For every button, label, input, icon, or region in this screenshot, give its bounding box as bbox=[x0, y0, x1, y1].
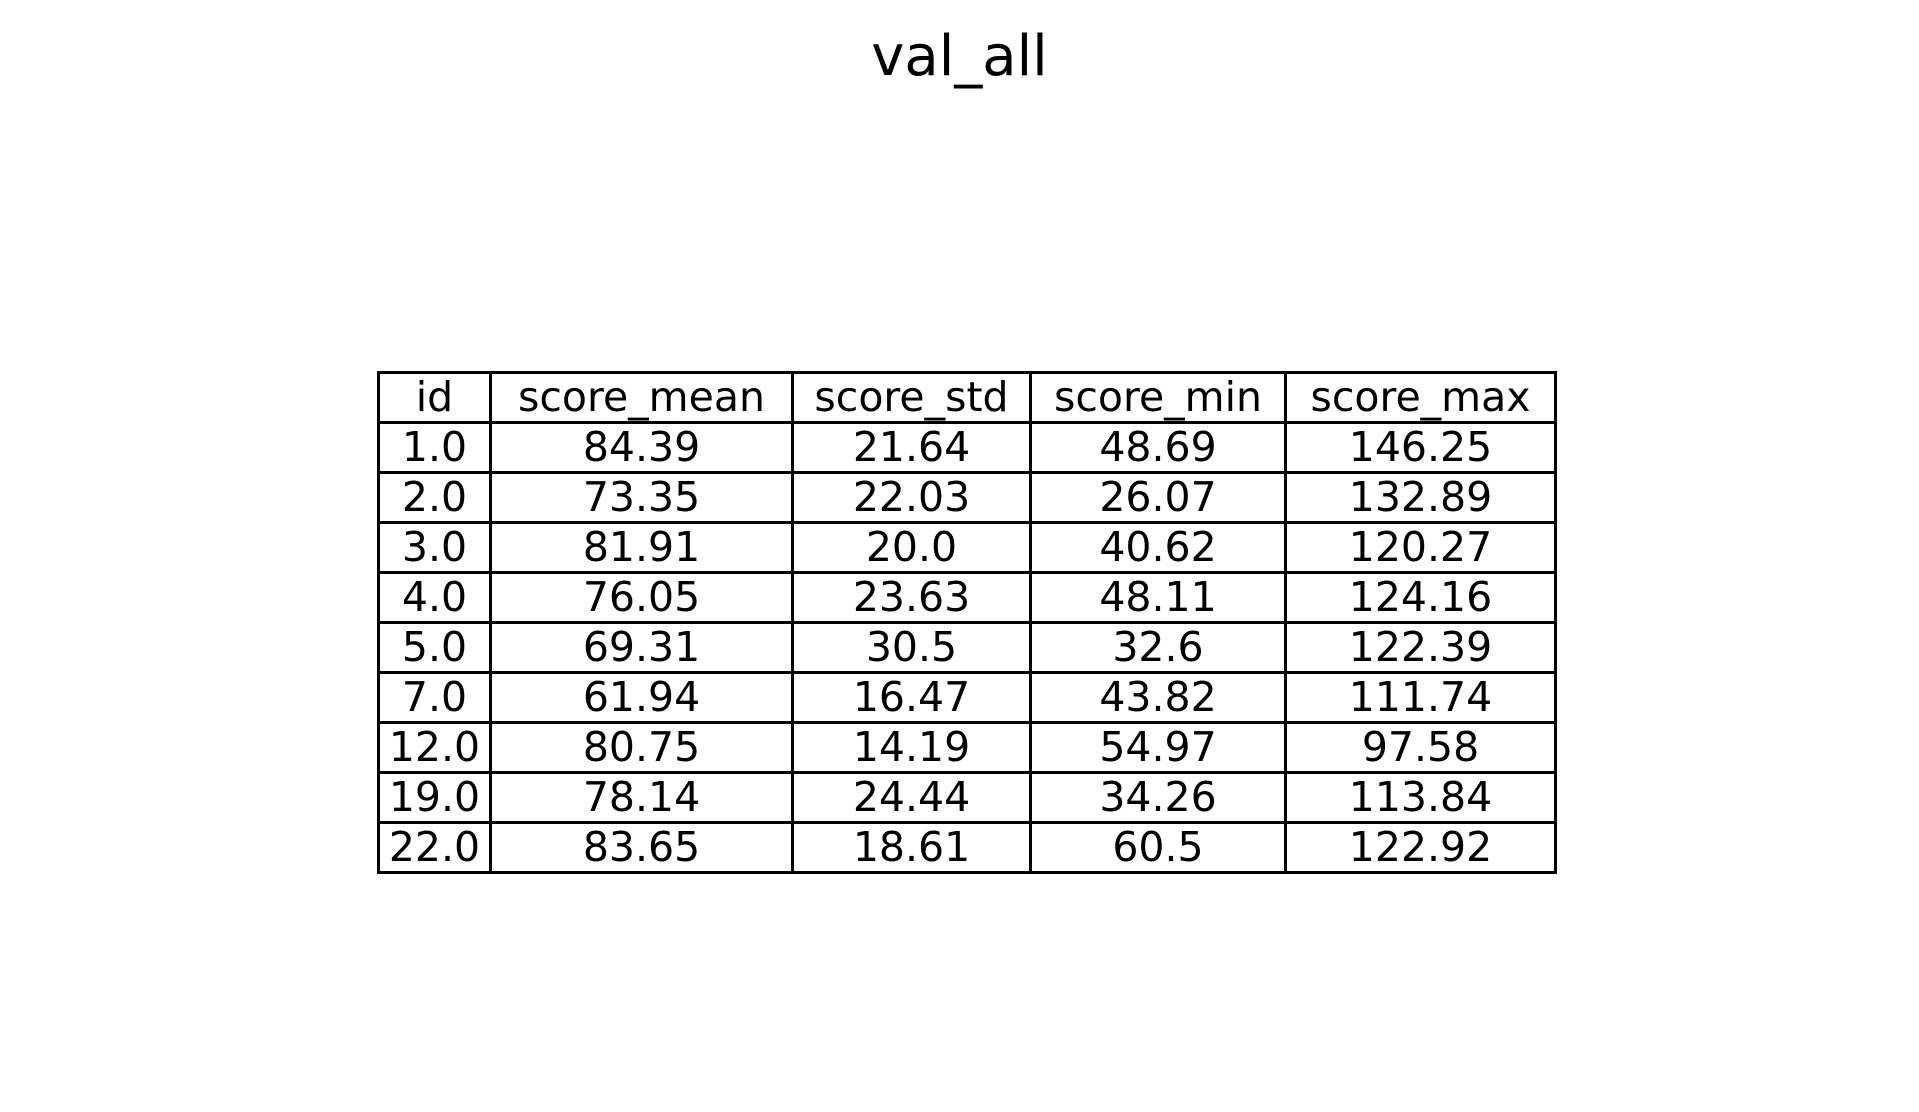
table-cell-id: 7.0 bbox=[377, 671, 492, 724]
table-cell-id: 12.0 bbox=[377, 721, 492, 774]
header-row: id score_mean score_std score_min score_max bbox=[377, 371, 1557, 424]
table-cell-id: 1.0 bbox=[377, 421, 492, 474]
table-cell-score-min: 26.07 bbox=[1029, 471, 1287, 524]
table-cell-score-std: 18.61 bbox=[791, 821, 1032, 874]
chart-title: val_all bbox=[871, 24, 1048, 89]
table-row: 22.0 83.65 18.61 60.5 122.92 bbox=[377, 821, 1557, 874]
column-header-score-max: score_max bbox=[1284, 371, 1557, 424]
table-cell-id: 3.0 bbox=[377, 521, 492, 574]
table-cell-score-std: 16.47 bbox=[791, 671, 1032, 724]
table-cell-id: 22.0 bbox=[377, 821, 492, 874]
table-cell-score-min: 34.26 bbox=[1029, 771, 1287, 824]
table-cell-id: 4.0 bbox=[377, 571, 492, 624]
table-row: 19.0 78.14 24.44 34.26 113.84 bbox=[377, 771, 1557, 824]
table-cell-score-std: 24.44 bbox=[791, 771, 1032, 824]
table-cell-score-max: 120.27 bbox=[1284, 521, 1557, 574]
table-cell-score-min: 54.97 bbox=[1029, 721, 1287, 774]
table-cell-score-mean: 83.65 bbox=[489, 821, 794, 874]
column-header-score-min: score_min bbox=[1029, 371, 1287, 424]
table-cell-id: 5.0 bbox=[377, 621, 492, 674]
table-cell-score-std: 14.19 bbox=[791, 721, 1032, 774]
table-cell-score-max: 122.92 bbox=[1284, 821, 1557, 874]
table-cell-score-std: 23.63 bbox=[791, 571, 1032, 624]
table-cell-score-std: 21.64 bbox=[791, 421, 1032, 474]
table-cell-score-max: 122.39 bbox=[1284, 621, 1557, 674]
table-cell-score-mean: 78.14 bbox=[489, 771, 794, 824]
table-cell-score-max: 113.84 bbox=[1284, 771, 1557, 824]
table-cell-score-mean: 61.94 bbox=[489, 671, 794, 724]
table-cell-score-min: 60.5 bbox=[1029, 821, 1287, 874]
table-row: 4.0 76.05 23.63 48.11 124.16 bbox=[377, 571, 1557, 624]
table-cell-id: 2.0 bbox=[377, 471, 492, 524]
table-row: 3.0 81.91 20.0 40.62 120.27 bbox=[377, 521, 1557, 574]
column-header-score-std: score_std bbox=[791, 371, 1032, 424]
table-row: 1.0 84.39 21.64 48.69 146.25 bbox=[377, 421, 1557, 474]
table-cell-score-std: 20.0 bbox=[791, 521, 1032, 574]
table-row: 2.0 73.35 22.03 26.07 132.89 bbox=[377, 471, 1557, 524]
table-row: 7.0 61.94 16.47 43.82 111.74 bbox=[377, 671, 1557, 724]
table-cell-score-mean: 84.39 bbox=[489, 421, 794, 474]
table-cell-score-mean: 69.31 bbox=[489, 621, 794, 674]
table-cell-score-max: 132.89 bbox=[1284, 471, 1557, 524]
table-cell-score-max: 146.25 bbox=[1284, 421, 1557, 474]
data-table: id score_mean score_std score_min score_max … bbox=[377, 371, 1557, 874]
table-cell-score-mean: 76.05 bbox=[489, 571, 794, 624]
column-header-id: id bbox=[377, 371, 492, 424]
table-row: 12.0 80.75 14.19 54.97 97.58 bbox=[377, 721, 1557, 774]
table-cell-score-min: 32.6 bbox=[1029, 621, 1287, 674]
table-cell-score-std: 22.03 bbox=[791, 471, 1032, 524]
table-cell-score-min: 48.69 bbox=[1029, 421, 1287, 474]
table-cell-score-max: 111.74 bbox=[1284, 671, 1557, 724]
table-cell-score-min: 48.11 bbox=[1029, 571, 1287, 624]
column-header-score-mean: score_mean bbox=[489, 371, 794, 424]
table-cell-score-min: 40.62 bbox=[1029, 521, 1287, 574]
table-cell-score-min: 43.82 bbox=[1029, 671, 1287, 724]
table-cell-score-std: 30.5 bbox=[791, 621, 1032, 674]
table-cell-score-mean: 80.75 bbox=[489, 721, 794, 774]
table-cell-score-max: 124.16 bbox=[1284, 571, 1557, 624]
table-row: 5.0 69.31 30.5 32.6 122.39 bbox=[377, 621, 1557, 674]
table-body: 1.0 84.39 21.64 48.69 146.25 2.0 73.35 22.03 26.… bbox=[377, 421, 1557, 874]
table-header: id score_mean score_std score_min score_max bbox=[377, 371, 1557, 424]
table-cell-score-max: 97.58 bbox=[1284, 721, 1557, 774]
table-cell-id: 19.0 bbox=[377, 771, 492, 824]
table-cell-score-mean: 73.35 bbox=[489, 471, 794, 524]
table-cell-score-mean: 81.91 bbox=[489, 521, 794, 574]
